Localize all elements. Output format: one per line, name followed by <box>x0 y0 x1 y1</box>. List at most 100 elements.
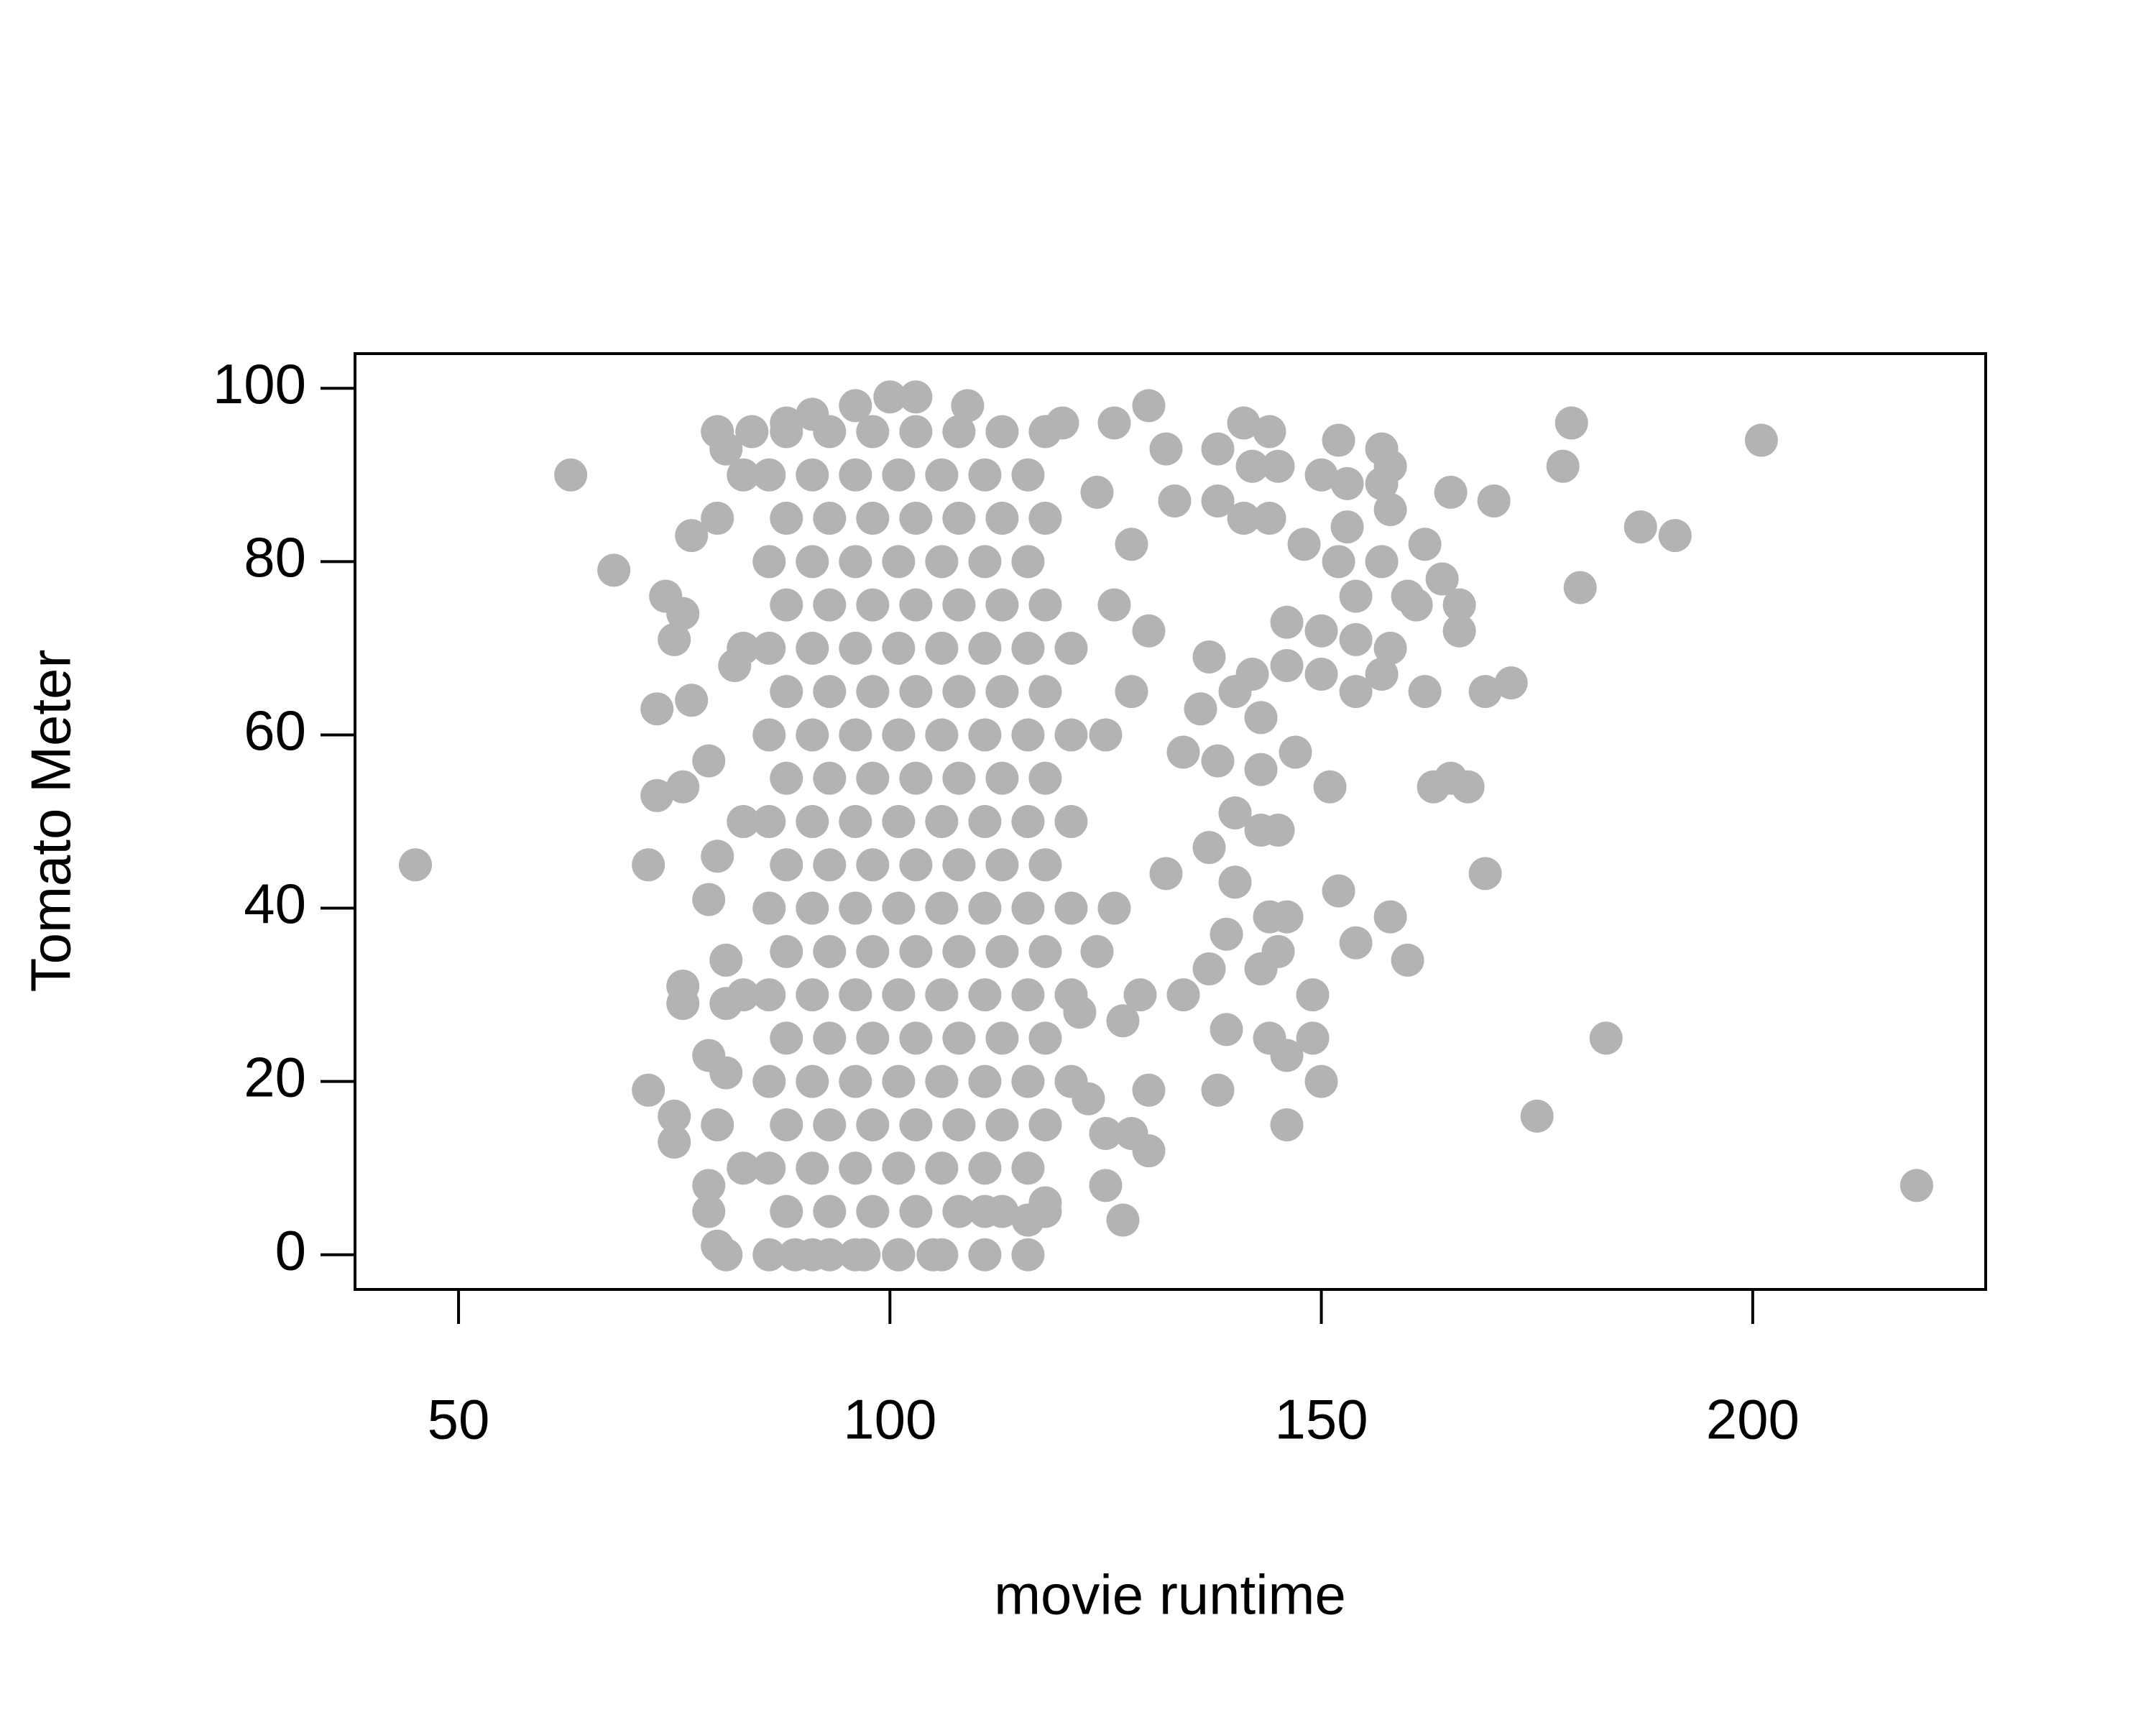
point <box>1054 805 1088 838</box>
point <box>752 891 786 925</box>
point <box>658 1099 691 1133</box>
point <box>968 805 1002 838</box>
point <box>1149 857 1183 891</box>
point <box>752 1151 786 1185</box>
point <box>796 458 829 492</box>
point <box>752 458 786 492</box>
point <box>735 415 769 448</box>
point <box>856 1108 890 1141</box>
point <box>899 502 933 535</box>
point <box>666 770 700 804</box>
point <box>1011 631 1045 665</box>
point <box>813 502 847 535</box>
point <box>1304 458 1338 492</box>
point <box>1744 423 1778 457</box>
point <box>1218 865 1252 899</box>
point <box>1054 891 1088 925</box>
point <box>813 415 847 448</box>
point <box>942 1021 976 1055</box>
point <box>942 502 976 535</box>
point <box>1330 466 1364 500</box>
point <box>813 1195 847 1228</box>
point <box>770 934 803 968</box>
point <box>1546 449 1580 483</box>
point <box>925 978 959 1012</box>
point <box>942 1108 976 1141</box>
point <box>1106 1203 1140 1237</box>
point <box>770 1108 803 1141</box>
point <box>1028 934 1062 968</box>
point <box>709 943 743 977</box>
point <box>985 761 1019 795</box>
point <box>597 553 631 587</box>
point <box>813 675 847 709</box>
point <box>1028 1195 1062 1228</box>
point <box>968 1238 1002 1271</box>
point <box>1028 415 1062 448</box>
point <box>1028 1021 1062 1055</box>
point <box>882 1238 916 1271</box>
point <box>666 597 700 630</box>
point <box>1322 545 1355 579</box>
point <box>968 1064 1002 1098</box>
point <box>1054 718 1088 752</box>
point <box>1011 545 1045 579</box>
point <box>692 1195 726 1228</box>
point <box>856 415 890 448</box>
x-tick-label: 50 <box>428 1388 490 1451</box>
point <box>1365 466 1399 500</box>
point <box>1028 502 1062 535</box>
point <box>899 415 933 448</box>
point <box>1322 874 1355 908</box>
point <box>1365 658 1399 691</box>
point <box>1149 432 1183 466</box>
point <box>1339 926 1373 960</box>
point <box>796 631 829 665</box>
point <box>899 380 933 414</box>
point <box>770 1195 803 1228</box>
point <box>1054 978 1088 1012</box>
point <box>796 805 829 838</box>
point <box>752 805 786 838</box>
point <box>968 458 1002 492</box>
point <box>985 934 1019 968</box>
point <box>1080 934 1114 968</box>
point <box>951 389 985 423</box>
point <box>1192 952 1226 985</box>
point <box>882 978 916 1012</box>
point <box>1296 978 1330 1012</box>
point <box>1192 640 1226 673</box>
point <box>1261 814 1295 847</box>
point <box>399 848 433 882</box>
point <box>1425 562 1459 596</box>
point <box>1106 1004 1140 1038</box>
point <box>727 631 760 665</box>
point <box>1287 528 1321 561</box>
point <box>796 718 829 752</box>
point <box>1468 675 1502 709</box>
point <box>1270 1108 1304 1141</box>
point <box>1218 796 1252 829</box>
point <box>658 622 691 656</box>
point <box>1373 631 1407 665</box>
point <box>942 848 976 882</box>
point <box>1253 502 1286 535</box>
point <box>1261 449 1295 483</box>
point <box>752 978 786 1012</box>
point <box>899 675 933 709</box>
point <box>1399 588 1433 622</box>
point <box>1270 900 1304 934</box>
point <box>1244 701 1278 735</box>
point <box>856 1195 890 1228</box>
point <box>882 891 916 925</box>
point <box>1442 614 1476 648</box>
point <box>856 502 890 535</box>
point <box>752 718 786 752</box>
point <box>839 389 872 423</box>
point <box>813 1021 847 1055</box>
point <box>899 848 933 882</box>
point <box>1339 675 1373 709</box>
point <box>899 934 933 968</box>
point <box>770 675 803 709</box>
